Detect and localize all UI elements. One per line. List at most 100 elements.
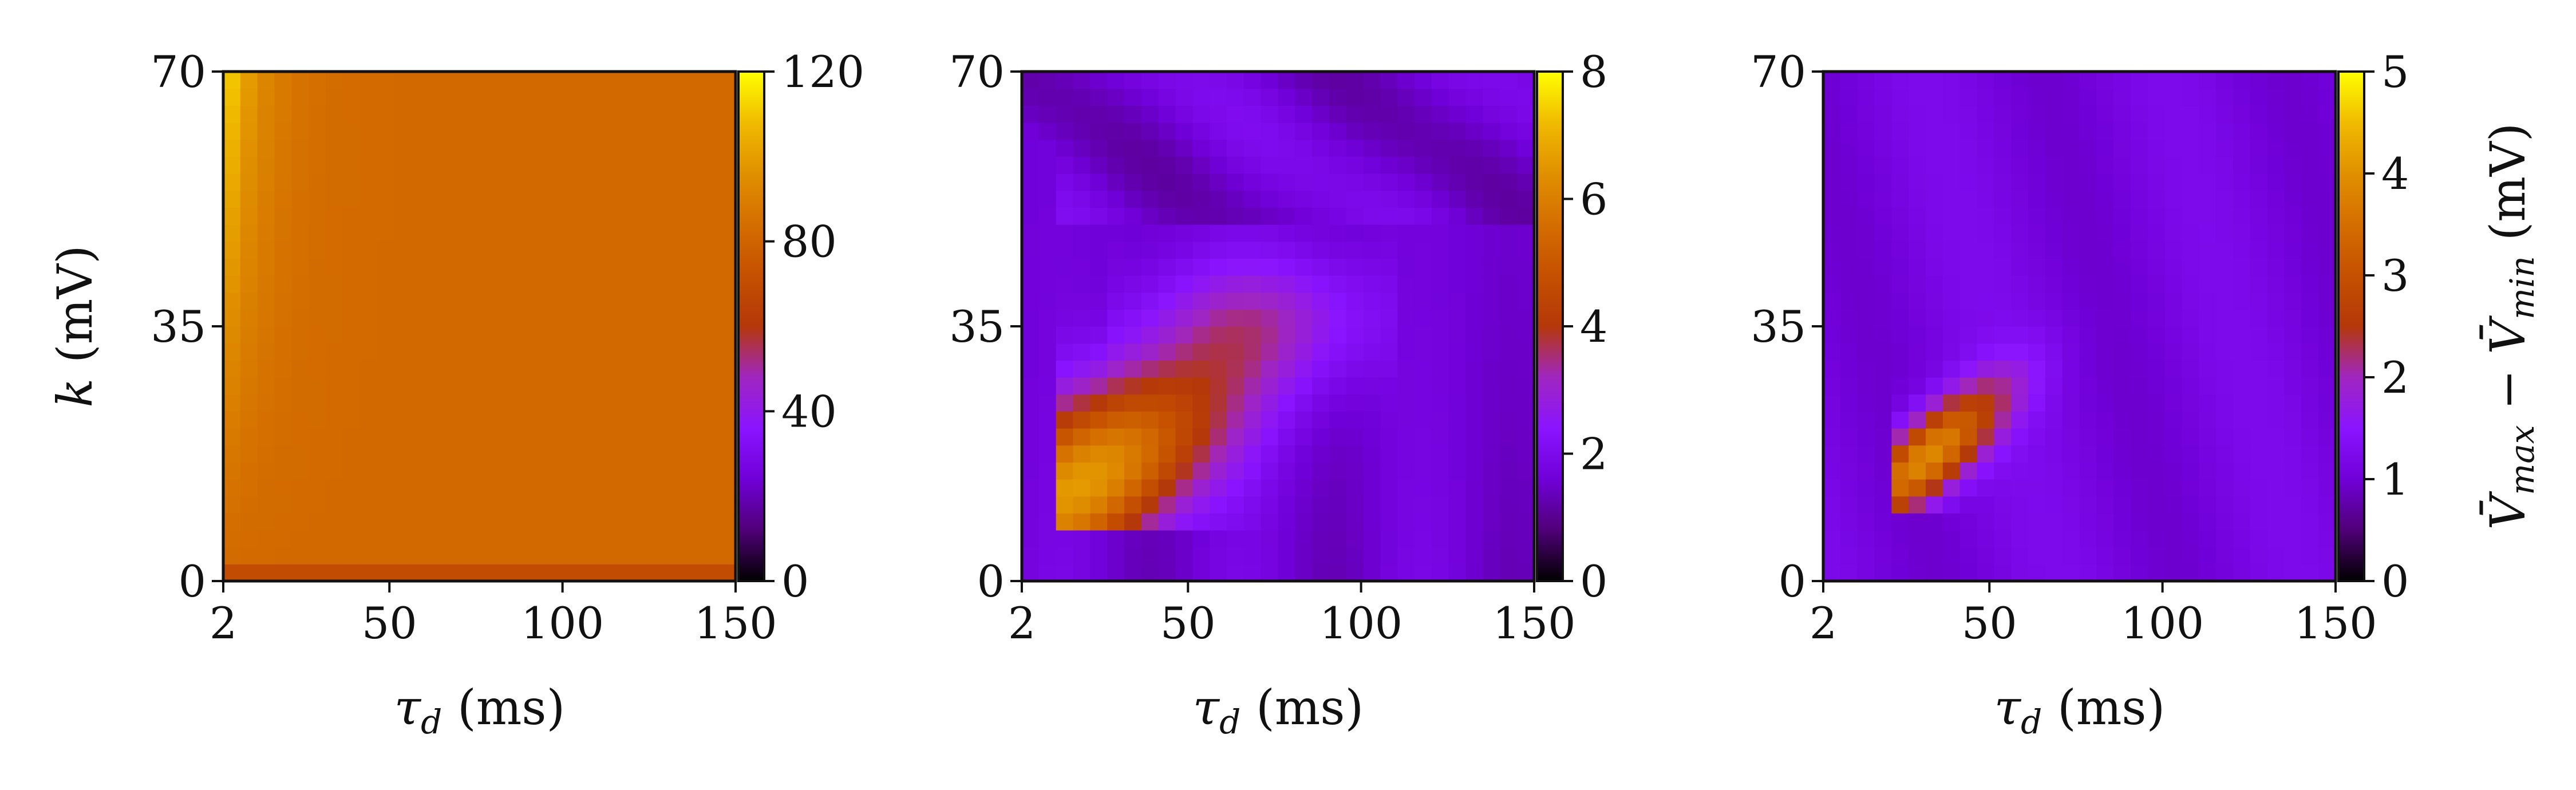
heatmap-cell bbox=[2233, 275, 2251, 293]
heatmap-cell bbox=[309, 309, 326, 327]
heatmap-cell bbox=[1380, 123, 1398, 140]
heatmap-cell bbox=[1278, 292, 1295, 310]
heatmap-cell bbox=[2301, 241, 2319, 259]
heatmap-cell bbox=[2233, 326, 2251, 344]
heatmap-cell bbox=[1124, 258, 1142, 276]
heatmap-cell bbox=[564, 343, 583, 361]
heatmap-cell bbox=[394, 156, 412, 174]
heatmap-cell bbox=[1977, 156, 1994, 174]
heatmap-cell bbox=[2045, 513, 2063, 531]
heatmap-cell bbox=[1141, 411, 1159, 429]
heatmap-cell bbox=[2011, 462, 2029, 480]
heatmap-cell bbox=[1891, 123, 1909, 140]
heatmap-cell bbox=[1090, 156, 1108, 174]
heatmap-cell bbox=[2267, 190, 2285, 208]
heatmap-cell bbox=[1380, 394, 1398, 412]
heatmap-cell bbox=[1977, 445, 1994, 463]
heatmap-cell bbox=[1261, 88, 1279, 106]
heatmap-cell bbox=[274, 173, 292, 191]
heatmap-cell bbox=[1192, 564, 1210, 582]
heatmap-cell bbox=[1448, 309, 1467, 327]
heatmap-cell bbox=[1073, 479, 1091, 497]
heatmap-cell bbox=[2131, 530, 2148, 548]
heatmap-cell bbox=[513, 258, 531, 276]
heatmap-cell bbox=[1891, 394, 1909, 412]
heatmap-cell bbox=[531, 445, 548, 463]
heatmap-cell bbox=[1517, 530, 1535, 548]
heatmap-cell bbox=[1073, 530, 1091, 548]
heatmap-cell bbox=[1909, 258, 1926, 276]
heatmap-cell bbox=[667, 479, 685, 497]
heatmap-cell bbox=[513, 123, 531, 140]
heatmap-cell bbox=[564, 564, 583, 582]
heatmap-cell bbox=[1483, 445, 1500, 463]
heatmap-cell bbox=[1942, 513, 1961, 531]
heatmap-cell bbox=[1192, 241, 1210, 259]
heatmap-cell bbox=[513, 190, 531, 208]
heatmap-cell bbox=[2216, 377, 2234, 395]
heatmap-cell bbox=[1517, 462, 1535, 480]
heatmap-cell bbox=[428, 462, 446, 480]
heatmap-cell bbox=[1243, 173, 1262, 191]
colorbar-tick-label: 4 bbox=[1580, 301, 1607, 352]
heatmap-cell bbox=[479, 462, 497, 480]
heatmap-cell bbox=[650, 564, 668, 582]
heatmap-cell bbox=[531, 564, 548, 582]
heatmap-cell bbox=[1977, 496, 1994, 514]
heatmap-cell bbox=[2096, 411, 2114, 429]
heatmap-cell bbox=[2267, 428, 2285, 446]
heatmap-cell bbox=[359, 462, 378, 480]
heatmap-cell bbox=[257, 173, 275, 191]
heatmap-cell bbox=[342, 411, 361, 429]
heatmap-cell bbox=[1432, 462, 1449, 480]
heatmap-cell bbox=[2062, 428, 2080, 446]
heatmap-cell bbox=[1192, 462, 1210, 480]
heatmap-cell bbox=[1397, 496, 1415, 514]
heatmap-cell bbox=[1840, 258, 1858, 276]
heatmap-cell bbox=[1840, 72, 1858, 89]
heatmap-cell bbox=[274, 292, 292, 310]
heatmap-cell bbox=[2199, 530, 2217, 548]
heatmap-cell bbox=[1090, 139, 1108, 157]
heatmap-cell bbox=[1823, 207, 1841, 225]
heatmap-cell bbox=[377, 224, 394, 242]
heatmap-cell bbox=[2131, 513, 2148, 531]
heatmap-cell bbox=[1210, 258, 1227, 276]
colorbar-tick-label: 2 bbox=[1580, 429, 1607, 480]
heatmap-cell bbox=[342, 343, 361, 361]
heatmap-cell bbox=[223, 564, 241, 582]
heatmap-cell bbox=[2011, 72, 2029, 89]
heatmap-cell bbox=[1175, 72, 1193, 89]
heatmap-cell bbox=[257, 309, 275, 327]
heatmap-cell bbox=[2284, 496, 2302, 514]
heatmap-cell bbox=[1022, 394, 1040, 412]
heatmap-cell bbox=[2062, 564, 2080, 582]
heatmap-cell bbox=[1891, 190, 1909, 208]
heatmap-cell bbox=[240, 360, 258, 378]
heatmap-cell bbox=[2011, 123, 2029, 140]
heatmap-cell bbox=[223, 343, 241, 361]
heatmap-cell bbox=[1891, 72, 1909, 89]
heatmap-cell bbox=[2233, 173, 2251, 191]
heatmap-cell bbox=[496, 496, 514, 514]
heatmap-cell bbox=[1329, 241, 1347, 259]
heatmap-cell bbox=[2147, 173, 2166, 191]
heatmap-cell bbox=[479, 394, 497, 412]
heatmap-cell bbox=[377, 513, 394, 531]
heatmap-cell bbox=[1073, 343, 1091, 361]
heatmap-cell bbox=[326, 88, 343, 106]
heatmap-cell bbox=[1022, 207, 1040, 225]
heatmap-cell bbox=[2267, 173, 2285, 191]
heatmap-cell bbox=[2045, 547, 2063, 564]
heatmap-cell bbox=[1500, 72, 1518, 89]
heatmap-cell bbox=[1346, 462, 1364, 480]
heatmap-cell bbox=[564, 190, 583, 208]
heatmap-cell bbox=[2164, 123, 2183, 140]
heatmap-cell bbox=[633, 343, 651, 361]
heatmap-cell bbox=[1500, 156, 1518, 174]
heatmap-cell bbox=[1346, 360, 1364, 378]
heatmap-cell bbox=[1909, 343, 1926, 361]
heatmap-cell bbox=[394, 360, 412, 378]
heatmap-cell bbox=[599, 564, 617, 582]
heatmap-cell bbox=[701, 496, 719, 514]
